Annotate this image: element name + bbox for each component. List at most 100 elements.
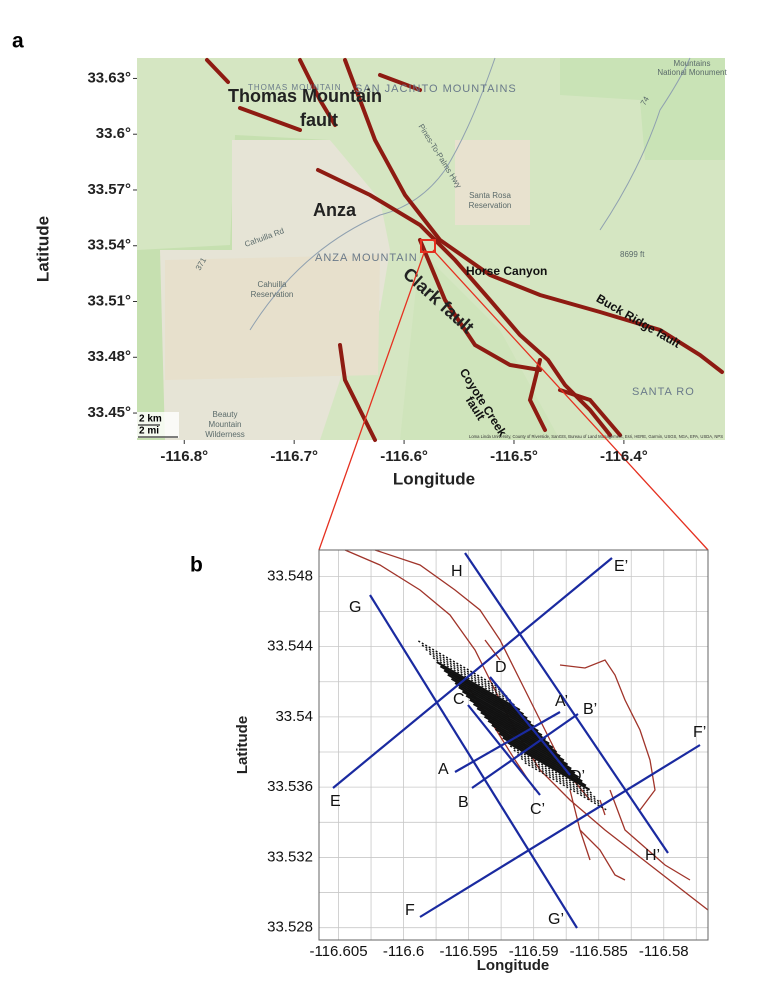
map-label: Cahuilla bbox=[258, 280, 287, 289]
fault bbox=[238, 106, 302, 132]
fault bbox=[484, 639, 501, 661]
sensor-line bbox=[454, 682, 539, 732]
profile-label: B bbox=[458, 794, 469, 811]
profile-line bbox=[464, 552, 669, 854]
y-tick-label: 33.528 bbox=[267, 919, 313, 936]
y-tick-label: 33.54 bbox=[275, 708, 313, 725]
zoom-connector bbox=[318, 249, 426, 551]
map-area bbox=[400, 250, 560, 440]
fault bbox=[418, 238, 542, 372]
profile-label: F bbox=[405, 902, 415, 919]
sensor-line bbox=[465, 694, 550, 745]
profile-line bbox=[332, 557, 613, 789]
sensor-line bbox=[436, 661, 521, 711]
profile-label: C’ bbox=[530, 801, 545, 818]
sensor-line bbox=[439, 665, 525, 716]
map-area bbox=[560, 58, 725, 160]
plot-frame bbox=[318, 549, 709, 941]
reservation bbox=[165, 255, 380, 380]
y-tick-label: 33.548 bbox=[267, 567, 313, 584]
y-axis-label: Latitude bbox=[33, 216, 52, 282]
x-tick-label: -116.4° bbox=[600, 448, 648, 465]
map-label: Reservation bbox=[251, 290, 294, 299]
scale-label: 2 mi bbox=[139, 426, 159, 437]
fault-label: Thomas Mountain bbox=[228, 86, 382, 106]
y-tick-label: 33.532 bbox=[267, 848, 313, 865]
y-tick-label: 33.544 bbox=[267, 638, 313, 655]
x-tick-label: -116.7° bbox=[270, 448, 318, 465]
map-label: Mountain bbox=[209, 420, 242, 429]
y-tick-label: 33.536 bbox=[267, 778, 313, 795]
fault bbox=[559, 659, 656, 811]
study-area-box bbox=[420, 239, 436, 253]
fault bbox=[569, 789, 591, 861]
scale-label: 2 km bbox=[139, 414, 162, 425]
sensor-line bbox=[469, 698, 554, 749]
fault bbox=[205, 58, 230, 84]
map-label: Wilderness bbox=[205, 430, 245, 439]
profile-line bbox=[467, 704, 541, 796]
map-label: THOMAS MOUNTAIN bbox=[248, 83, 342, 92]
sensor-line bbox=[461, 690, 547, 741]
x-tick-label: -116.8° bbox=[160, 448, 208, 465]
profile-label: H’ bbox=[645, 847, 660, 864]
map-label: Mountains bbox=[674, 59, 711, 68]
x-tick-label: -116.585 bbox=[570, 943, 628, 960]
y-tick-label: 33.51° bbox=[87, 292, 131, 309]
map-label: Reservation bbox=[469, 201, 512, 210]
map-label: National Monument bbox=[657, 68, 727, 77]
profile-line bbox=[489, 676, 571, 776]
map-label: 8699 ft bbox=[620, 250, 645, 259]
sensor-line bbox=[450, 677, 536, 728]
sensor-line bbox=[458, 686, 543, 737]
profile-label: H bbox=[451, 563, 463, 580]
sensor-line bbox=[513, 749, 598, 799]
profile-label: B’ bbox=[583, 701, 597, 718]
reservation bbox=[455, 140, 530, 225]
x-tick-label: -116.59 bbox=[509, 943, 559, 960]
sensor-line bbox=[502, 736, 587, 787]
y-tick-label: 33.48° bbox=[87, 348, 131, 365]
fault-label: fault bbox=[300, 110, 338, 130]
map-label: Beauty bbox=[213, 410, 238, 419]
fault bbox=[343, 58, 724, 374]
profile-label: D bbox=[495, 659, 507, 676]
sensor-line bbox=[476, 707, 561, 758]
x-axis-label: Longitude bbox=[393, 469, 475, 488]
profile-label: C bbox=[453, 691, 465, 708]
x-tick-label: -116.6° bbox=[380, 448, 428, 465]
x-tick-label: -116.6 bbox=[383, 943, 424, 960]
y-tick-label: 33.54° bbox=[87, 237, 131, 254]
fault bbox=[378, 73, 422, 92]
y-axis-label: Latitude bbox=[234, 716, 251, 774]
x-axis-label: Longitude bbox=[477, 957, 549, 974]
map-label: SAN JACINTO MOUNTAINS bbox=[355, 83, 517, 95]
fault-label: Anza bbox=[313, 200, 357, 220]
fault bbox=[558, 388, 622, 437]
road bbox=[599, 57, 691, 231]
y-tick-label: 33.57° bbox=[87, 181, 131, 198]
sensor-line bbox=[480, 711, 565, 762]
profile-label: E’ bbox=[614, 558, 628, 575]
sensor-line bbox=[505, 740, 591, 791]
panel-label: a bbox=[12, 30, 24, 53]
profile-line bbox=[454, 711, 561, 773]
x-tick-label: -116.58 bbox=[639, 943, 689, 960]
attribution: Loma Linda University, County of Riversi… bbox=[469, 434, 723, 439]
profile-label: E bbox=[330, 793, 341, 810]
profile-line bbox=[419, 744, 701, 918]
y-tick-label: 33.63° bbox=[87, 69, 131, 86]
x-tick-label: -116.595 bbox=[440, 943, 498, 960]
fault bbox=[609, 789, 691, 881]
fault bbox=[298, 58, 337, 127]
fault-label: Horse Canyon bbox=[466, 264, 547, 278]
zoom-connector bbox=[432, 249, 709, 551]
map: SAN JACINTO MOUNTAINS THOMAS MOUNTAIN AN… bbox=[137, 57, 727, 442]
sensor-line bbox=[443, 669, 528, 720]
panel-label: b bbox=[190, 554, 203, 577]
fault bbox=[527, 358, 547, 432]
profile-label: A’ bbox=[555, 693, 568, 710]
sensor-line bbox=[472, 703, 558, 753]
map-label: ANZA MOUNTAIN bbox=[315, 252, 418, 264]
